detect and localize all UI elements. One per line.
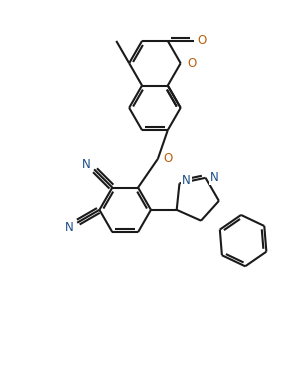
Text: N: N [82,158,91,171]
Text: N: N [65,221,74,234]
Text: N: N [182,174,191,187]
Text: O: O [198,34,207,48]
Text: N: N [210,171,219,184]
Text: O: O [187,57,196,70]
Text: O: O [163,152,172,165]
